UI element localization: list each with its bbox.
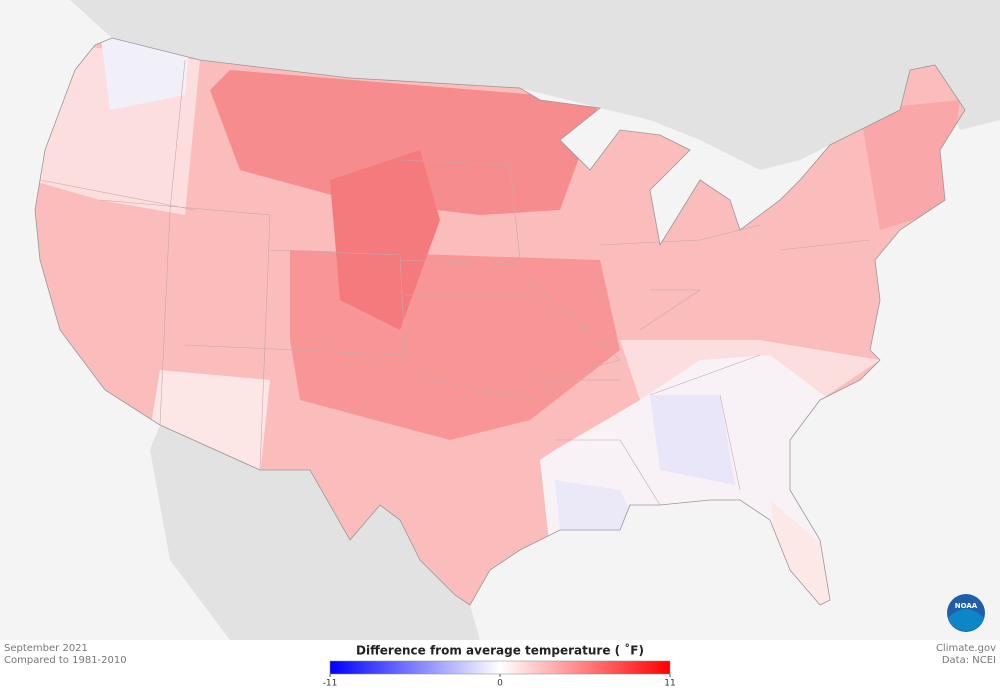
colorbar xyxy=(329,660,671,675)
colorbar-tick-label: 0 xyxy=(497,679,503,689)
footer-date: September 2021 xyxy=(4,643,88,654)
footer-baseline: Compared to 1981-2010 xyxy=(4,655,127,666)
colorbar-tick-label: 11 xyxy=(664,679,675,689)
region xyxy=(330,150,440,330)
region xyxy=(860,100,960,230)
noaa-logo: NOAA xyxy=(947,594,985,632)
region xyxy=(555,480,640,530)
logo-wave xyxy=(948,609,984,631)
footer-source: Climate.gov xyxy=(936,643,996,654)
canada xyxy=(60,0,1000,170)
footer-data: Data: NCEI xyxy=(942,655,996,666)
logo-text: NOAA xyxy=(955,602,978,610)
mexico xyxy=(150,425,480,640)
region xyxy=(210,70,600,215)
region xyxy=(650,395,735,485)
region xyxy=(770,500,840,605)
region xyxy=(150,370,270,475)
legend-title: Difference from average temperature ( ˚F… xyxy=(356,643,644,658)
state-lines xyxy=(39,59,871,506)
colorbar-tick-label: -11 xyxy=(323,679,338,689)
